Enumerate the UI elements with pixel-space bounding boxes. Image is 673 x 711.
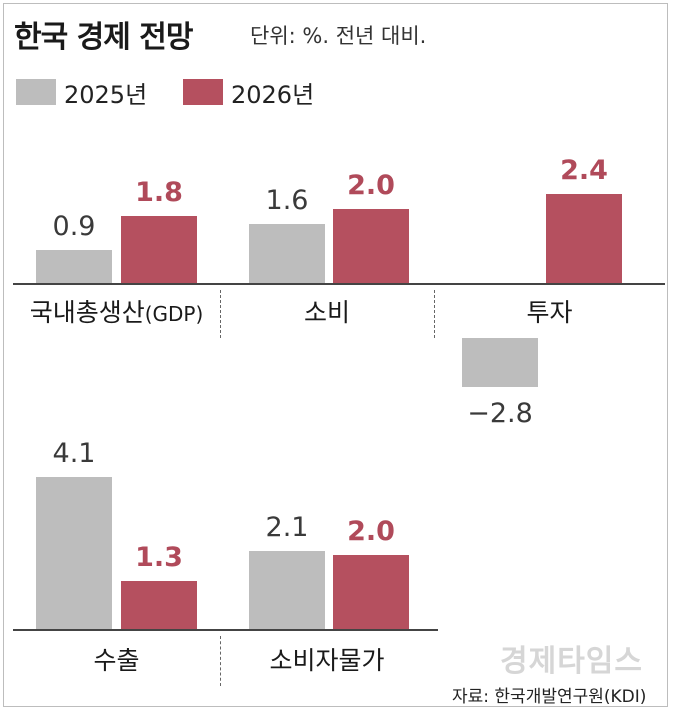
- bar-investment-2026: [546, 194, 622, 283]
- bar-cpi-2026: [333, 555, 409, 629]
- value-label-cpi-2025: 2.1: [265, 512, 309, 544]
- panel2-baseline: [13, 629, 438, 631]
- category-label-gdp: 국내총생산(GDP): [13, 298, 220, 329]
- value-label-investment-2025: −2.8: [467, 397, 533, 429]
- value-label-gdp-2025: 0.9: [52, 210, 96, 242]
- panel1-separator-2: [434, 290, 435, 338]
- category-label-consumption: 소비: [220, 298, 434, 328]
- watermark-logo: 경제타임스: [500, 644, 643, 679]
- value-label-gdp-2026: 1.8: [135, 177, 183, 209]
- bar-exports-2026: [121, 580, 197, 629]
- category-label-cpi: 소비자물가: [220, 646, 434, 676]
- panel2-separator-1: [220, 636, 221, 686]
- value-label-consumption-2026: 2.0: [347, 170, 395, 201]
- legend-label-2026: 2026년: [231, 80, 315, 109]
- bar-gdp-2026: [121, 216, 197, 283]
- bar-consumption-2026: [333, 209, 409, 283]
- category-label-exports: 수출: [13, 646, 220, 676]
- category-name-gdp: 국내총생산: [29, 298, 145, 327]
- value-label-exports-2025: 4.1: [52, 438, 96, 470]
- bar-exports-2025: [36, 477, 112, 629]
- category-name-consumption: 소비: [303, 298, 350, 327]
- category-suffix-gdp: (GDP): [144, 302, 204, 326]
- bar-gdp-2025: [36, 249, 112, 283]
- value-label-cpi-2026: 2.0: [347, 516, 395, 547]
- panel1-baseline: [13, 283, 665, 285]
- bar-investment-2025: [462, 338, 538, 387]
- value-label-consumption-2025: 1.6: [265, 184, 309, 216]
- category-label-investment: 투자: [434, 298, 665, 328]
- bar-consumption-2025: [249, 223, 325, 283]
- panel1-separator-1: [220, 290, 221, 338]
- chart-title: 한국 경제 전망: [14, 20, 193, 55]
- bar-cpi-2025: [249, 551, 325, 629]
- unit-note: 단위: %. 전년 대비.: [250, 24, 427, 48]
- legend-swatch-2026: [183, 79, 223, 105]
- chart-frame: [3, 3, 668, 707]
- legend-swatch-2025: [16, 79, 56, 105]
- category-name-investment: 투자: [526, 298, 573, 327]
- value-label-investment-2026: 2.4: [560, 155, 608, 187]
- source-note: 자료: 한국개발연구원(KDI): [452, 687, 647, 707]
- legend-item-2026: 2026년: [183, 76, 315, 109]
- value-label-exports-2026: 1.3: [135, 541, 183, 573]
- category-name-exports: 수출: [93, 646, 140, 675]
- legend-item-2025: 2025년: [16, 76, 148, 109]
- category-name-cpi: 소비자물가: [269, 646, 385, 675]
- legend-label-2025: 2025년: [64, 80, 148, 109]
